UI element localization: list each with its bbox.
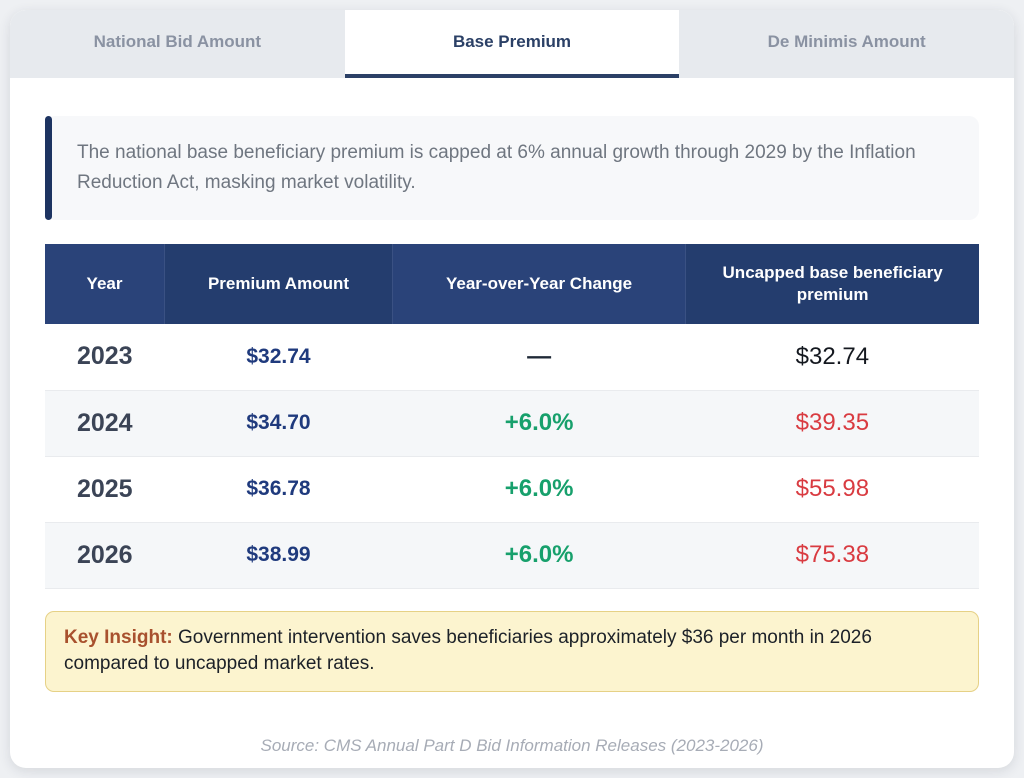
tab-base-premium[interactable]: Base Premium xyxy=(344,10,680,78)
column-header: Year xyxy=(45,244,165,325)
cell-uncapped-premium: $75.38 xyxy=(685,522,979,589)
tab-bar: National Bid Amount Base Premium De Mini… xyxy=(10,10,1014,78)
widget-card: National Bid Amount Base Premium De Mini… xyxy=(10,10,1014,768)
cell-premium-amount: $36.78 xyxy=(164,456,393,523)
table-row: 2023 $32.74 — $32.74 xyxy=(45,324,979,391)
tab-label: Base Premium xyxy=(452,32,572,51)
key-insight-text: Government intervention saves beneficiar… xyxy=(64,626,872,675)
callout-text: The national base beneficiary premium is… xyxy=(77,142,916,194)
cell-yoy-change: — xyxy=(392,324,686,391)
key-insight-label: Key Insight: xyxy=(64,626,173,648)
tab-label: National Bid Amount xyxy=(93,32,262,51)
tab-national-bid-amount[interactable]: National Bid Amount xyxy=(10,10,345,78)
key-insight-box: Key Insight: Government intervention sav… xyxy=(45,610,979,692)
source-note: Source: CMS Annual Part D Bid Informatio… xyxy=(260,735,764,755)
tab-label: De Minimis Amount xyxy=(767,32,926,51)
base-premium-table: Year Premium Amount Year-over-Year Change U… xyxy=(45,244,979,589)
cell-year: 2023 xyxy=(45,324,165,391)
cell-year: 2026 xyxy=(45,522,165,589)
cell-yoy-change: +6.0% xyxy=(392,522,686,589)
callout-accent-bar xyxy=(45,116,52,221)
cell-uncapped-premium: $55.98 xyxy=(685,456,979,523)
cell-premium-amount: $32.74 xyxy=(164,324,393,391)
tab-de-minimis-amount[interactable]: De Minimis Amount xyxy=(679,10,1014,78)
cell-premium-amount: $38.99 xyxy=(164,522,393,589)
column-header: Uncapped base beneficiary premium xyxy=(685,244,979,325)
table-row: 2026 $38.99 +6.0% $75.38 xyxy=(45,522,979,589)
table-body: 2023 $32.74 — $32.74 2024 $34.70 +6.0% $… xyxy=(45,324,979,589)
column-header: Premium Amount xyxy=(164,244,393,325)
cell-yoy-change: +6.0% xyxy=(392,390,686,457)
tab-panel-base-premium: The national base beneficiary premium is… xyxy=(10,78,1014,756)
table-row: 2025 $36.78 +6.0% $55.98 xyxy=(45,456,979,523)
cell-uncapped-premium: $39.35 xyxy=(685,390,979,457)
column-header: Year-over-Year Change xyxy=(391,244,686,325)
cell-uncapped-premium: $32.74 xyxy=(685,324,979,391)
cell-yoy-change: +6.0% xyxy=(392,456,686,523)
cell-premium-amount: $34.70 xyxy=(164,390,393,457)
cell-year: 2025 xyxy=(45,456,165,523)
table-row: 2024 $34.70 +6.0% $39.35 xyxy=(45,390,979,457)
table-header-row: Year Premium Amount Year-over-Year Change U… xyxy=(45,244,979,325)
cell-year: 2024 xyxy=(45,390,165,457)
info-callout: The national base beneficiary premium is… xyxy=(45,116,979,221)
